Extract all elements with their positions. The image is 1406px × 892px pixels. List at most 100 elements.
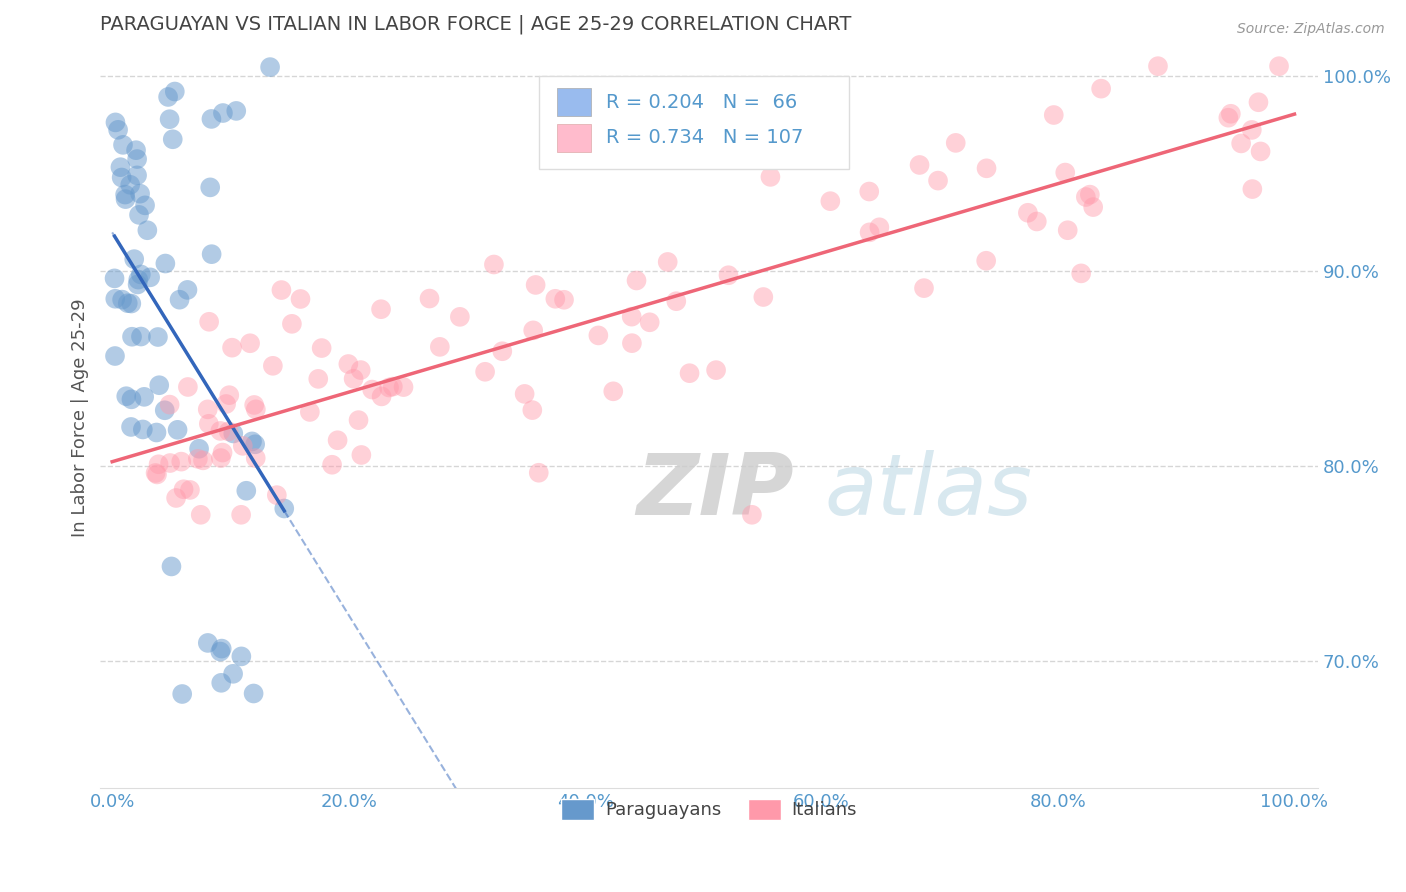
Point [392, 380, 415, 394]
Point [1056, 223, 1078, 237]
Point [704, 363, 727, 377]
Point [307, 372, 329, 386]
Point [190, 508, 212, 522]
Point [129, 268, 152, 282]
Point [240, 434, 263, 449]
Y-axis label: In Labor Force | Age 25-29: In Labor Force | Age 25-29 [72, 298, 89, 537]
Point [134, 390, 156, 404]
Point [273, 501, 295, 516]
Point [326, 434, 349, 448]
Point [103, 271, 125, 285]
Point [270, 283, 292, 297]
Point [134, 198, 156, 212]
Legend: Paraguayans, Italians: Paraguayans, Italians [554, 792, 865, 827]
Point [165, 491, 187, 505]
Point [191, 453, 214, 467]
Point [114, 192, 136, 206]
Point [198, 315, 221, 329]
Point [1219, 107, 1241, 121]
Point [1017, 206, 1039, 220]
Text: PARAGUAYAN VS ITALIAN IN LABOR FORCE | AGE 25-29 CORRELATION CHART: PARAGUAYAN VS ITALIAN IN LABOR FORCE | A… [100, 15, 852, 35]
Point [148, 378, 170, 392]
Point [127, 277, 149, 292]
Point [139, 270, 162, 285]
Point [232, 439, 254, 453]
Point [281, 317, 304, 331]
Point [474, 365, 496, 379]
Point [120, 392, 142, 407]
Point [370, 389, 392, 403]
Point [188, 442, 211, 456]
Point [482, 258, 505, 272]
Point [222, 666, 245, 681]
Point [1147, 59, 1170, 73]
Point [225, 103, 247, 118]
Point [347, 413, 370, 427]
Point [200, 180, 222, 194]
Point [197, 402, 219, 417]
Point [235, 483, 257, 498]
Point [129, 186, 152, 201]
Point [218, 425, 240, 439]
Point [553, 293, 575, 307]
Point [678, 366, 700, 380]
Point [1074, 190, 1097, 204]
Point [166, 423, 188, 437]
Point [259, 60, 281, 74]
Point [125, 143, 148, 157]
Point [222, 426, 245, 441]
Point [111, 137, 134, 152]
Point [513, 387, 536, 401]
Point [321, 458, 343, 472]
Point [858, 225, 880, 239]
Point [215, 397, 238, 411]
Point [107, 123, 129, 137]
Point [620, 336, 643, 351]
Point [146, 467, 169, 482]
Point [114, 187, 136, 202]
Point [522, 323, 544, 337]
Point [262, 359, 284, 373]
Point [1070, 266, 1092, 280]
Point [229, 508, 252, 522]
Point [145, 466, 167, 480]
Point [638, 315, 661, 329]
Point [110, 160, 132, 174]
Point [209, 675, 232, 690]
Point [524, 277, 547, 292]
Point [127, 272, 149, 286]
Point [121, 329, 143, 343]
Point [1083, 200, 1105, 214]
Point [1218, 111, 1240, 125]
Point [361, 383, 384, 397]
Point [908, 158, 931, 172]
Point [198, 417, 221, 431]
Text: Source: ZipAtlas.com: Source: ZipAtlas.com [1237, 22, 1385, 37]
Point [1240, 123, 1263, 137]
Point [120, 296, 142, 310]
Point [132, 422, 155, 436]
Point [209, 451, 232, 466]
Point [128, 208, 150, 222]
Point [159, 456, 181, 470]
Point [350, 363, 373, 377]
Point [209, 424, 232, 438]
Point [148, 457, 170, 471]
Point [522, 403, 544, 417]
Point [201, 247, 224, 261]
Point [120, 420, 142, 434]
Point [665, 294, 688, 309]
Point [1230, 136, 1253, 151]
Point [1090, 81, 1112, 95]
Point [197, 636, 219, 650]
Point [759, 169, 782, 184]
Point [231, 649, 253, 664]
Point [127, 152, 149, 166]
Point [157, 90, 180, 104]
Point [172, 687, 194, 701]
Point [418, 292, 440, 306]
Point [1241, 182, 1264, 196]
Point [153, 403, 176, 417]
Point [290, 292, 312, 306]
Point [717, 268, 740, 283]
